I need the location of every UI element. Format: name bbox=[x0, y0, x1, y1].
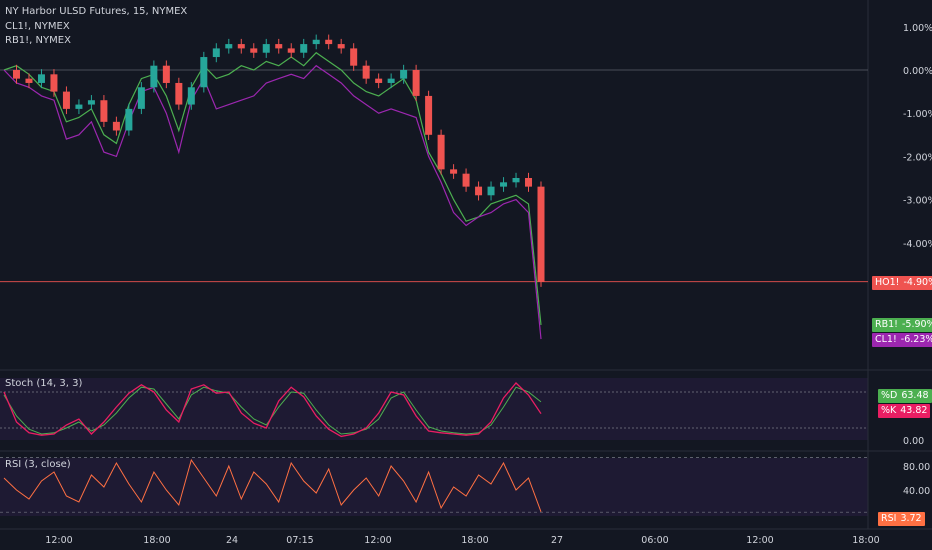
ho1-candle bbox=[225, 44, 233, 49]
rsi-y-tick-label: 40.00 bbox=[903, 486, 930, 497]
ho1-candle bbox=[275, 44, 283, 49]
ho1-candle bbox=[475, 186, 483, 196]
rb1-series-line bbox=[3, 51, 542, 325]
ho1-candle bbox=[37, 74, 45, 83]
ho1-candle bbox=[487, 186, 495, 196]
ho1-candle bbox=[75, 104, 83, 109]
rsi-line bbox=[3, 458, 542, 512]
cl1-price-badge: CL1! -6.23% bbox=[872, 333, 932, 347]
stoch-title: Stoch (14, 3, 3) bbox=[5, 378, 83, 389]
y-tick-label: -1.00% bbox=[903, 109, 932, 120]
main-title: NY Harbor ULSD Futures, 15, NYMEX bbox=[5, 6, 188, 17]
ho1-candle bbox=[175, 82, 183, 105]
x-tick-label: 07:15 bbox=[286, 535, 313, 546]
x-tick-label: 12:00 bbox=[45, 535, 72, 546]
ho1-candle bbox=[525, 178, 533, 187]
ho1-candle bbox=[212, 48, 220, 58]
ho1-candle bbox=[262, 44, 270, 53]
cl1-series-line bbox=[3, 64, 542, 340]
ho1-candle bbox=[62, 91, 70, 109]
ho1-candle bbox=[87, 100, 95, 105]
rsi-y-tick-label: 80.00 bbox=[903, 462, 930, 473]
ho1-candle bbox=[250, 48, 258, 53]
stoch-k-badge: %K 43.82 bbox=[878, 404, 931, 418]
ho1-candle bbox=[25, 78, 33, 83]
x-tick-label: 06:00 bbox=[641, 535, 668, 546]
ho1-candle bbox=[362, 65, 370, 79]
ho1-candle bbox=[425, 95, 433, 135]
ho1-candle bbox=[287, 48, 295, 53]
ho1-candle bbox=[12, 70, 20, 79]
ho1-candle bbox=[350, 48, 358, 66]
x-tick-label: 27 bbox=[551, 535, 563, 546]
x-tick-label: 12:00 bbox=[364, 535, 391, 546]
ho1-price-badge: HO1!-4.90% bbox=[872, 276, 932, 290]
ho1-candle bbox=[512, 178, 520, 183]
legend-cl1: CL1!, NYMEX bbox=[5, 21, 70, 32]
ho1-candle bbox=[337, 44, 345, 49]
rb1-price-badge: RB1!-5.90% bbox=[872, 318, 932, 332]
x-tick-label: 24 bbox=[226, 535, 238, 546]
stoch-d-badge: %D 63.48 bbox=[878, 389, 932, 403]
x-tick-label: 18:00 bbox=[143, 535, 170, 546]
ho1-candle bbox=[412, 70, 420, 96]
ho1-candle bbox=[387, 78, 395, 83]
ho1-candle bbox=[437, 134, 445, 170]
y-tick-label: -2.00% bbox=[903, 152, 932, 163]
x-tick-label: 18:00 bbox=[852, 535, 879, 546]
ho1-candle bbox=[200, 57, 208, 88]
x-tick-label: 18:00 bbox=[461, 535, 488, 546]
y-tick-label: 0.00% bbox=[903, 66, 932, 77]
x-tick-label: 12:00 bbox=[746, 535, 773, 546]
stoch-pane-bg bbox=[0, 378, 868, 440]
rsi-title: RSI (3, close) bbox=[5, 459, 71, 470]
ho1-candle bbox=[237, 44, 245, 49]
ho1-candle bbox=[450, 169, 458, 174]
stoch-y-tick-label: 0.00 bbox=[903, 436, 924, 447]
ho1-candle bbox=[375, 78, 383, 83]
ho1-candle bbox=[312, 39, 320, 45]
stoch-k-line bbox=[3, 382, 542, 438]
ho1-candle bbox=[50, 74, 58, 92]
ho1-candle bbox=[462, 173, 470, 187]
ho1-candle bbox=[325, 39, 333, 45]
y-tick-label: -4.00% bbox=[903, 239, 932, 250]
ho1-candle bbox=[500, 182, 508, 187]
ho1-candle bbox=[187, 87, 195, 105]
ho1-candle bbox=[150, 65, 158, 88]
legend-rb1: RB1!, NYMEX bbox=[5, 35, 71, 46]
ho1-candle bbox=[162, 65, 170, 83]
y-tick-label: -3.00% bbox=[903, 196, 932, 207]
ho1-candle bbox=[537, 186, 545, 282]
ho1-candle bbox=[137, 87, 145, 109]
ho1-candle bbox=[400, 70, 408, 79]
ho1-candle bbox=[300, 44, 308, 53]
y-tick-label: 1.00% bbox=[903, 23, 932, 34]
rsi-badge: RSI 3.72 bbox=[878, 512, 925, 526]
ho1-candle bbox=[125, 108, 133, 131]
ho1-candle bbox=[100, 100, 108, 122]
ho1-candle bbox=[112, 121, 120, 131]
